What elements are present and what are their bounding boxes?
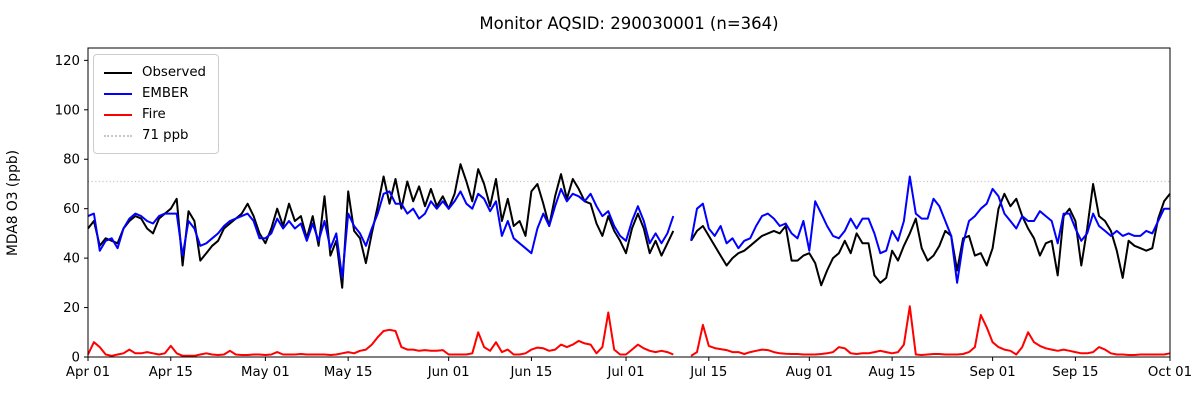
legend-label: Fire (142, 107, 166, 122)
y-tick-label: 20 (63, 301, 80, 316)
legend-label: 71 ppb (142, 128, 189, 143)
legend-line-sample (104, 92, 132, 95)
observed-line (87, 163, 1171, 289)
ember-line (87, 175, 1170, 284)
x-tick-label: Sep 01 (970, 365, 1016, 380)
x-tick-label: May 15 (324, 365, 373, 380)
legend-item-71-ppb: 71 ppb (104, 125, 206, 146)
x-tick-label: May 01 (241, 365, 290, 380)
legend-item-observed: Observed (104, 62, 206, 83)
x-tick-label: Oct 01 (1148, 365, 1192, 380)
axes-spines (87, 47, 1171, 358)
y-tick-label: 80 (63, 153, 80, 168)
legend-label: EMBER (142, 86, 189, 101)
legend-line-sample (104, 113, 132, 116)
x-tick-label: Sep 15 (1052, 365, 1098, 380)
x-tick-label: Jul 15 (689, 365, 727, 380)
y-tick-label: 100 (55, 103, 80, 118)
legend-line-sample (104, 134, 132, 137)
legend: Observed EMBER Fire 71 ppb (93, 54, 219, 154)
fire-line (87, 305, 1171, 357)
legend-label: Observed (142, 65, 206, 80)
y-tick-label: 120 (55, 54, 80, 69)
x-tick-label: Jul 01 (606, 365, 644, 380)
plot-title: Monitor AQSID: 290030001 (n=364) (479, 14, 779, 33)
x-tick-label: Jun 01 (427, 365, 470, 380)
legend-item-fire: Fire (104, 104, 206, 125)
x-tick-label: Apr 01 (66, 365, 110, 380)
legend-line-sample (104, 71, 132, 74)
y-tick-label: 0 (72, 351, 80, 366)
x-tick-label: Aug 15 (869, 365, 916, 380)
y-tick-label: 60 (63, 202, 80, 217)
y-tick-label: 40 (63, 252, 80, 267)
x-tick-label: Apr 15 (149, 365, 193, 380)
x-tick-label: Aug 01 (786, 365, 833, 380)
x-tick-label: Jun 15 (509, 365, 552, 380)
legend-item-ember: EMBER (104, 83, 206, 104)
